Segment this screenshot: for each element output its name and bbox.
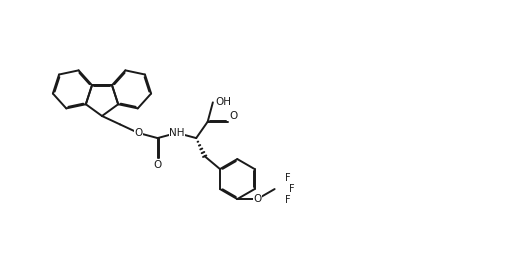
Text: OH: OH xyxy=(216,97,232,107)
Text: F: F xyxy=(289,184,294,194)
Text: F: F xyxy=(284,195,290,205)
Text: O: O xyxy=(134,128,142,138)
Text: F: F xyxy=(284,173,290,183)
Text: O: O xyxy=(230,111,238,121)
Text: NH: NH xyxy=(169,128,184,138)
Text: O: O xyxy=(253,194,262,204)
Text: O: O xyxy=(153,160,162,170)
